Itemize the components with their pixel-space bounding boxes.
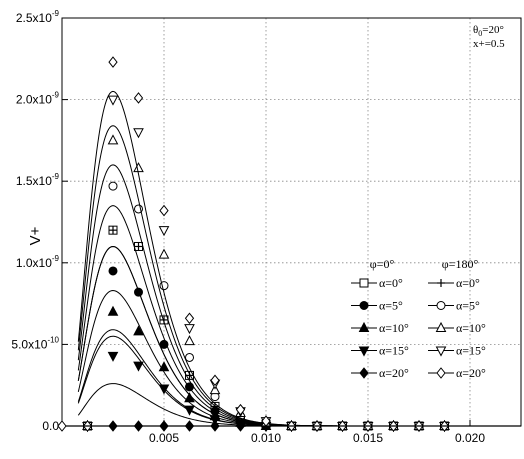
data-point <box>133 128 144 139</box>
data-point <box>184 335 195 346</box>
plot-border <box>61 17 522 427</box>
legend-label: α=20° <box>456 366 486 380</box>
legend-label: α=0° <box>379 276 403 290</box>
x-plus-label: x+=0.5 <box>473 38 505 50</box>
y-tick-label: 5.0x10-10 <box>11 335 59 351</box>
data-point <box>108 56 118 68</box>
data-point <box>133 92 144 104</box>
legend-label: α=20° <box>379 366 409 380</box>
y-tick-label: 2.0x10-9 <box>16 91 60 107</box>
data-point <box>158 248 170 259</box>
legend-marker <box>358 321 370 332</box>
series-curve <box>77 205 338 427</box>
data-point <box>158 384 170 395</box>
legend-entry-phi180-4: α=20° <box>428 366 486 380</box>
legend-marker <box>359 278 369 288</box>
data-point <box>133 325 144 336</box>
series-curve <box>77 335 338 427</box>
legend-entry-phi180-2: α=10° <box>428 321 486 335</box>
y-tick-label: 1.5x10-9 <box>16 172 60 188</box>
series-curve <box>77 290 338 427</box>
data-point <box>107 95 119 106</box>
x-tick-label: 0.005 <box>149 431 179 445</box>
legend-entry-phi0-3: α=15° <box>351 344 409 358</box>
data-point <box>185 352 194 362</box>
legend-entry-phi180-0: α=0° <box>428 276 480 290</box>
legend-label: α=0° <box>456 276 480 290</box>
legend-label: α=15° <box>456 344 486 358</box>
legend-label: α=5° <box>456 299 480 313</box>
data-point <box>107 351 119 362</box>
y-tick-label: 1.0x10-9 <box>16 254 60 270</box>
legend-entry-phi0-0: α=0° <box>351 276 403 290</box>
legend-marker <box>436 367 446 379</box>
y-tick-label: 2.5x10-9 <box>16 9 60 25</box>
axis-ticks: 0.005 0.010 0.015 0.020 0.0 5.0x10-10 1.0x10-9… <box>11 9 485 445</box>
legend-label: α=15° <box>379 344 409 358</box>
legend-label: α=5° <box>379 299 403 313</box>
data-point <box>134 242 143 251</box>
data-point <box>210 374 220 387</box>
x-tick-label: 0.010 <box>251 431 281 445</box>
legend-marker <box>435 321 447 332</box>
legend-header-phi180: φ=180° <box>442 257 479 271</box>
x-tick-label: 0.020 <box>455 431 485 445</box>
svg-text:θ0=20°: θ0=20° <box>473 24 504 38</box>
y-axis-label: V+ <box>27 226 44 245</box>
legend-marker <box>437 279 445 287</box>
grid-lines <box>62 18 521 426</box>
data-point <box>184 324 195 335</box>
legend-label: α=10° <box>379 321 409 335</box>
legend-entry-phi0-1: α=5° <box>351 299 403 313</box>
legend-marker <box>359 301 369 310</box>
y-tick-label: 0.0 <box>42 419 59 433</box>
legend-marker <box>435 346 447 357</box>
data-point <box>133 162 144 173</box>
legend-label: α=10° <box>456 321 486 335</box>
series-curve <box>77 90 338 427</box>
theta-symbol: θ <box>473 24 478 36</box>
data-point <box>107 134 119 145</box>
annotation-box: θ0=20° x+=0.5 <box>473 24 505 50</box>
theta-subscript: 0 <box>478 29 482 38</box>
legend-header-phi0: φ=0° <box>370 257 395 271</box>
data-point <box>235 403 246 416</box>
data-point <box>158 361 170 372</box>
x-tick-label: 0.015 <box>353 431 383 445</box>
origin-point <box>57 420 67 432</box>
theta-value: =20° <box>482 24 504 36</box>
series-curve <box>77 383 338 427</box>
data-point <box>184 405 195 416</box>
data-series <box>57 56 521 433</box>
data-point <box>108 266 118 276</box>
legend-marker <box>359 367 369 379</box>
series-curve <box>77 164 338 427</box>
legend-marker <box>436 301 446 310</box>
data-point <box>108 181 118 191</box>
series-curve <box>77 125 338 427</box>
data-point <box>184 312 195 325</box>
data-point <box>107 305 119 316</box>
legend-entry-phi0-4: α=20° <box>351 366 409 380</box>
legend-entry-phi180-1: α=5° <box>428 299 480 313</box>
data-point <box>158 226 170 237</box>
legend: φ=0° φ=180° α=0° α=0° α=5° α=5° α=10° α=10° α=15… <box>351 257 486 380</box>
data-point <box>159 204 169 217</box>
legend-entry-phi0-2: α=10° <box>351 321 409 335</box>
data-point <box>109 226 117 235</box>
legend-marker <box>358 346 370 357</box>
plot-frame <box>61 17 522 427</box>
legend-entry-phi180-3: α=15° <box>428 344 486 358</box>
data-point <box>133 361 144 372</box>
